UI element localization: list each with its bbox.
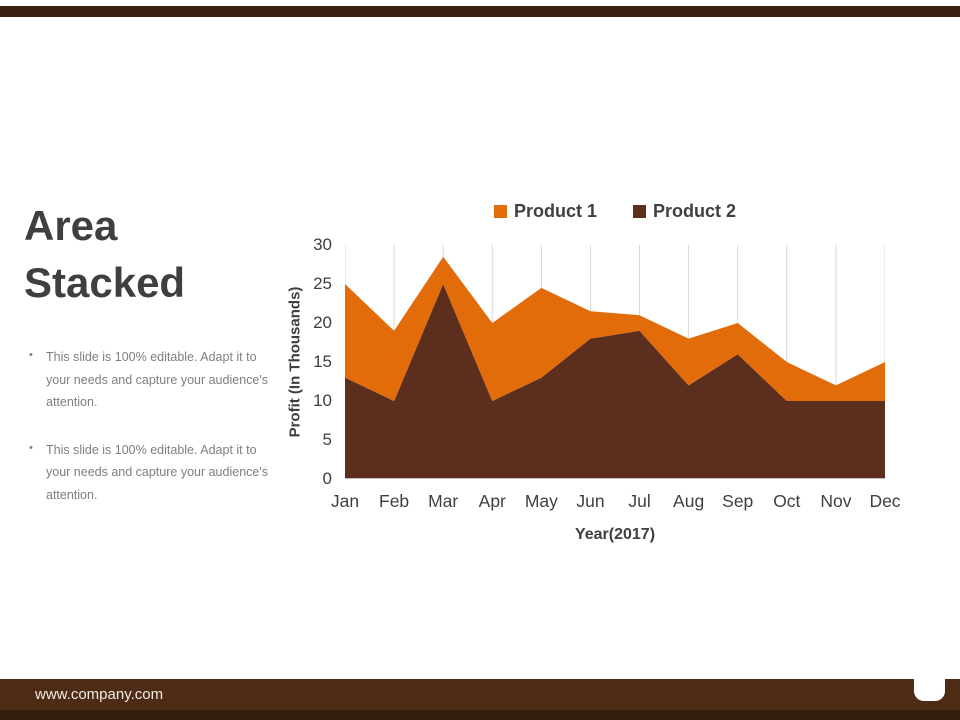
footer-bar: www.company.com: [0, 679, 960, 710]
stacked-area-chart: [345, 245, 885, 479]
x-axis-label: Nov: [820, 491, 852, 511]
x-axis-label: Oct: [773, 491, 801, 511]
legend-label: Product 1: [513, 201, 597, 221]
y-tick-label: 5: [322, 430, 332, 449]
x-axis-title: Year(2017): [574, 526, 656, 543]
top-accent-bar: [0, 6, 960, 17]
legend-label: Product 2: [653, 201, 737, 221]
y-axis-title: Profit (In Thousands): [286, 286, 304, 438]
x-axis-label: Feb: [379, 491, 410, 511]
x-axis-label: Dec: [869, 491, 901, 511]
x-axis-label: Jul: [628, 491, 651, 511]
y-tick-label: 10: [313, 391, 332, 410]
legend-item-product-2: Product 2: [633, 201, 736, 222]
x-axis-label: Mar: [428, 491, 459, 511]
chart-legend: Product 1 Product 2: [345, 201, 885, 222]
slide-title: Area Stacked: [24, 202, 186, 306]
x-axis-label: Jan: [330, 491, 360, 511]
area-product-2: [345, 284, 885, 479]
x-axis-label: Sep: [722, 491, 754, 511]
x-axis-label: Aug: [673, 491, 705, 511]
footer-strip: [0, 710, 960, 720]
legend-swatch-icon: [633, 205, 646, 218]
bullet-item: This slide is 100% editable. Adapt it to…: [24, 346, 278, 414]
corner-notch: [914, 666, 945, 701]
y-tick-label: 30: [313, 235, 332, 254]
y-tick-label: 25: [313, 274, 332, 293]
x-axis-label: Apr: [478, 491, 506, 511]
y-tick-label: 0: [322, 469, 332, 488]
y-tick-label: 15: [313, 352, 332, 371]
x-axis-label: May: [524, 491, 558, 511]
footer-url: www.company.com: [35, 686, 164, 703]
x-axis-label: Jun: [576, 491, 605, 511]
legend-swatch-icon: [493, 205, 507, 218]
bullet-list: This slide is 100% editable. Adapt it to…: [24, 346, 278, 531]
legend-item-product-1: Product 1: [493, 201, 597, 222]
area-product-1: [345, 256, 885, 401]
y-tick-label: 20: [313, 313, 332, 332]
bullet-item: This slide is 100% editable. Adapt it to…: [24, 439, 278, 507]
